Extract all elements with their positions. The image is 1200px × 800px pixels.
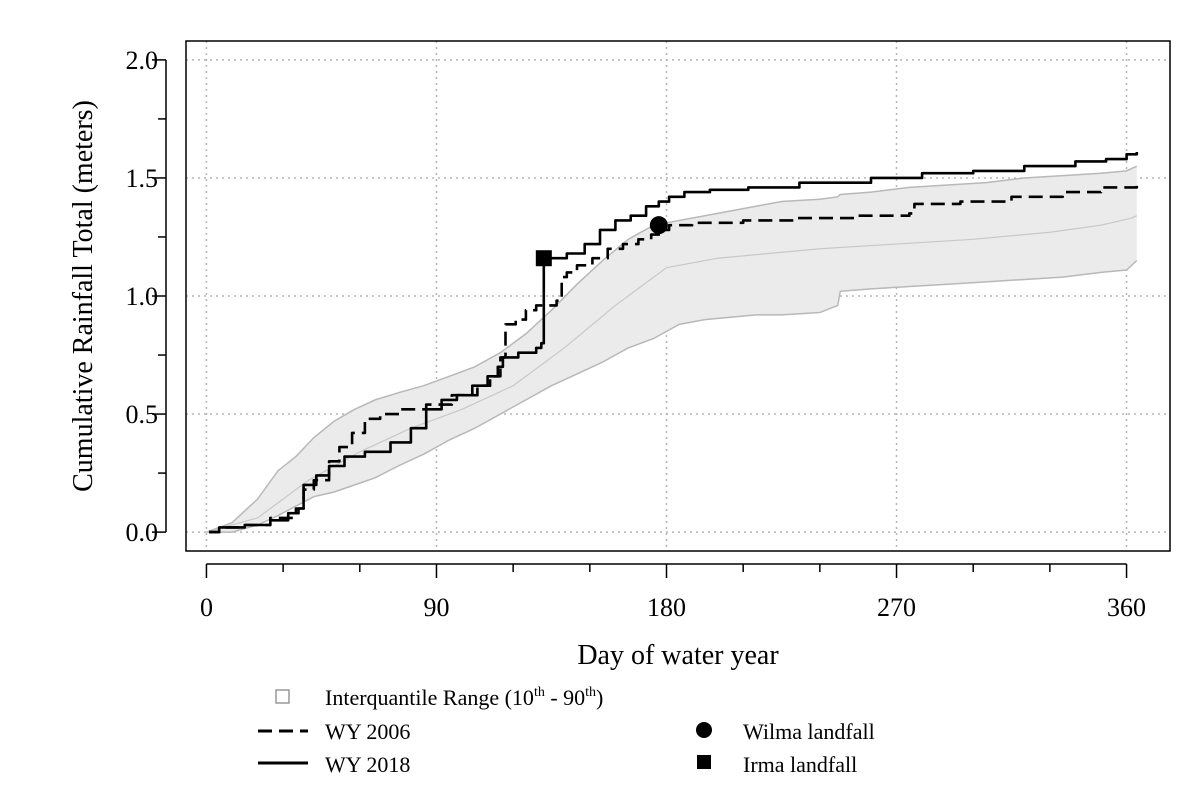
y-tick-label: 1.0: [126, 282, 159, 311]
band-upper-edge: [206, 165, 1138, 533]
legend-irma-marker: [697, 755, 711, 769]
legend: Interquantile Range (10th - 90th) WY 200…: [258, 685, 875, 777]
plot-frame: [185, 40, 1171, 552]
wilma-landfall-marker: [649, 216, 668, 235]
series-layer: [209, 152, 1139, 534]
legend-wilma-label: Wilma landfall: [743, 719, 875, 744]
x-tick-label: 360: [1107, 593, 1146, 622]
legend-band-swatch: [275, 689, 290, 704]
legend-band-label-sup2: th: [585, 685, 596, 700]
y-tick-label: 0.0: [126, 518, 159, 547]
legend-band-label-sup1: th: [534, 685, 545, 700]
series-line-wy-2006: [209, 185, 1139, 534]
x-tick-label: 180: [647, 593, 686, 622]
legend-band-label-end: ): [596, 685, 603, 710]
legend-wy2006-label: WY 2006: [325, 719, 410, 744]
interquantile-band-area: [206, 166, 1137, 533]
x-tick-label: 90: [423, 593, 449, 622]
legend-irma-label: Irma landfall: [743, 752, 857, 777]
legend-band-label-main: Interquantile Range (10: [325, 685, 534, 710]
interquantile-band-layer: [206, 165, 1138, 533]
legend-wy2018-label: WY 2018: [325, 752, 410, 777]
legend-wilma-marker: [696, 722, 712, 738]
irma-landfall-marker: [535, 250, 552, 267]
legend-band-label-mid: - 90: [545, 685, 585, 710]
legend-band-label: Interquantile Range (10th - 90th): [325, 685, 603, 710]
x-tick-label: 270: [877, 593, 916, 622]
y-axis-title: Cumulative Rainfall Total (meters): [68, 100, 99, 492]
y-tick-label: 1.5: [126, 164, 159, 193]
marker-layer: [535, 216, 668, 267]
x-tick-label: 0: [200, 593, 213, 622]
series-line-wy-2018: [209, 152, 1139, 534]
axes-layer: 0 90 180 270 360 0.0 0.5 1.0 1.5 2.0: [126, 46, 1147, 622]
y-tick-label: 0.5: [126, 400, 159, 429]
band-lower-edge: [206, 260, 1138, 533]
x-axis-title: Day of water year: [577, 640, 779, 671]
y-tick-label: 2.0: [126, 46, 159, 75]
